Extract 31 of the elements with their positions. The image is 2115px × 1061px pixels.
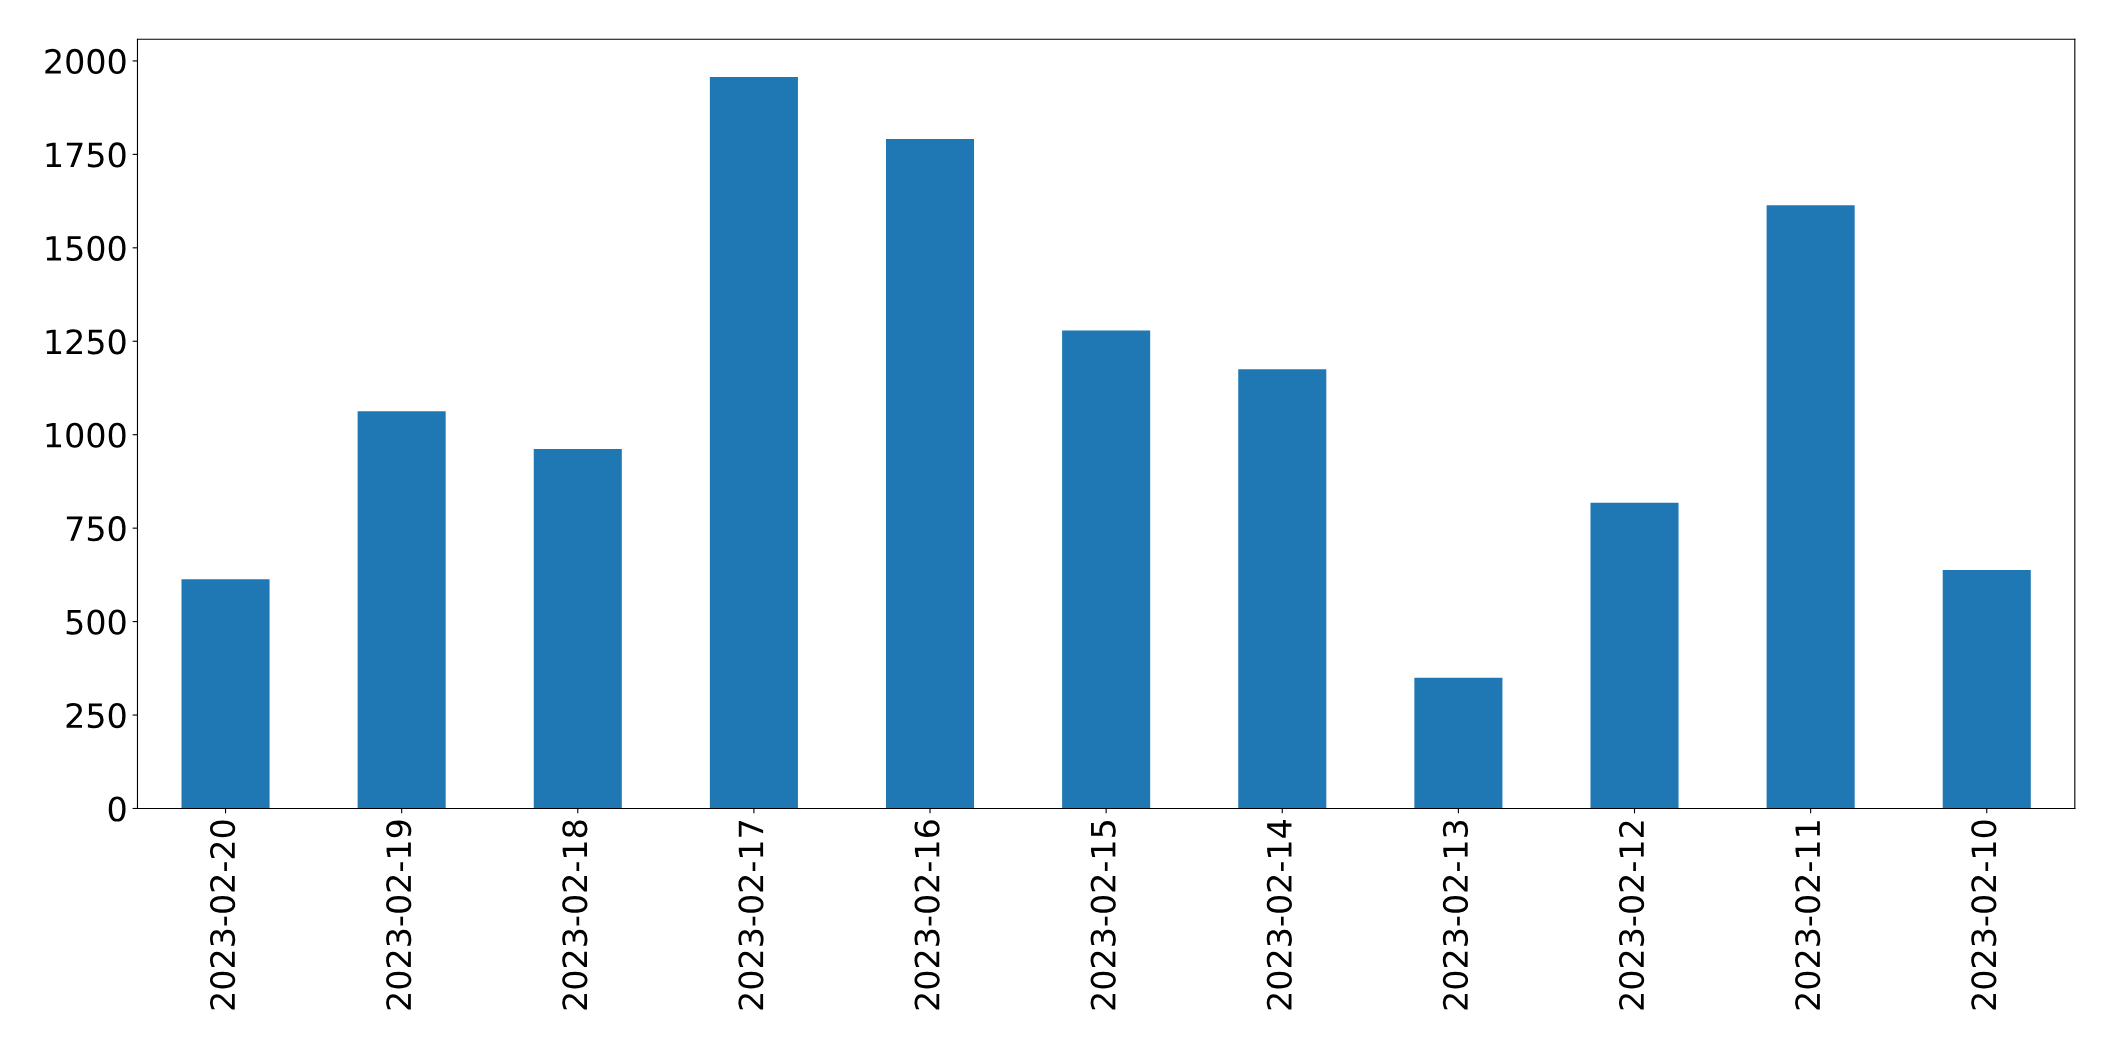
- bar: [1590, 502, 1679, 809]
- x-tick-label: 2023-02-20: [209, 820, 236, 1010]
- y-tick-label: 2000: [45, 48, 126, 75]
- x-tick-label: 2023-02-10: [1971, 820, 1997, 1010]
- x-tick-label: 2023-02-18: [562, 820, 588, 1010]
- y-tick-label: 1500: [46, 235, 126, 261]
- bar: [709, 77, 798, 809]
- bar: [1062, 330, 1151, 809]
- bar: [1942, 570, 2031, 809]
- x-tick-label: 2023-02-15: [1090, 821, 1116, 1010]
- y-tick-label: 0: [108, 796, 126, 822]
- y-tick-label: 250: [66, 702, 126, 729]
- x-tick-label: 2023-02-13: [1442, 820, 1469, 1010]
- x-tick-label: 2023-02-19: [386, 820, 412, 1010]
- y-tick-label: 500: [66, 609, 126, 635]
- y-tick-label: 750: [66, 516, 126, 542]
- x-tick-label: 2023-02-11: [1795, 821, 1821, 1010]
- bar: [1414, 677, 1503, 809]
- x-tick-label: 2023-02-14: [1266, 820, 1292, 1010]
- bar: [1766, 205, 1855, 809]
- bar: [181, 579, 270, 809]
- bar: [885, 139, 975, 809]
- y-tick-label: 1000: [46, 422, 126, 448]
- bar: [533, 448, 622, 809]
- x-tick-label: 2023-02-16: [914, 820, 940, 1010]
- y-tick-label: 1250: [46, 329, 126, 355]
- bar: [1238, 369, 1327, 809]
- bar: [357, 411, 446, 809]
- x-tick-label: 2023-02-12: [1618, 821, 1645, 1010]
- y-tick-label: 1750: [46, 142, 126, 168]
- x-tick-label: 2023-02-17: [738, 821, 764, 1010]
